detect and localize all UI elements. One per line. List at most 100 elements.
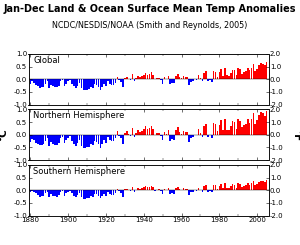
Bar [213, 185, 214, 190]
Bar [54, 79, 56, 87]
Bar [262, 113, 264, 135]
Bar [264, 65, 266, 79]
Bar [241, 74, 243, 79]
Bar [196, 79, 197, 80]
Bar [239, 69, 241, 79]
Bar [94, 135, 95, 141]
Bar [139, 189, 141, 190]
Bar [249, 185, 250, 190]
Text: NCDC/NESDIS/NOAA (Smith and Reynolds, 2005): NCDC/NESDIS/NOAA (Smith and Reynolds, 20… [52, 21, 248, 30]
Bar [148, 128, 150, 135]
Bar [135, 134, 137, 135]
Bar [56, 135, 58, 145]
Bar [167, 130, 169, 135]
Bar [186, 132, 188, 135]
Bar [49, 135, 50, 146]
Bar [92, 190, 94, 197]
Bar [213, 71, 214, 79]
Bar [202, 190, 203, 192]
Bar [254, 185, 256, 190]
Bar [96, 79, 97, 85]
Bar [49, 79, 50, 88]
Bar [58, 135, 59, 143]
Bar [103, 190, 105, 194]
Text: °C: °C [0, 128, 9, 141]
Bar [186, 189, 188, 190]
Bar [209, 190, 211, 191]
Bar [141, 76, 143, 79]
Bar [107, 79, 109, 81]
Bar [109, 135, 111, 140]
Bar [147, 187, 148, 190]
Bar [30, 79, 31, 84]
Bar [181, 134, 182, 135]
Bar [43, 79, 44, 87]
Bar [137, 188, 139, 190]
Bar [224, 183, 226, 190]
Bar [94, 79, 95, 84]
Bar [167, 76, 169, 79]
Bar [33, 79, 35, 83]
Bar [158, 133, 160, 135]
Bar [245, 71, 247, 79]
Bar [139, 77, 141, 79]
Bar [62, 135, 63, 136]
Bar [183, 188, 184, 190]
Bar [234, 185, 235, 190]
Bar [228, 130, 230, 135]
Bar [130, 79, 131, 80]
Bar [52, 190, 54, 196]
Bar [71, 79, 73, 84]
Bar [236, 188, 237, 190]
Bar [143, 129, 145, 135]
Bar [100, 135, 101, 148]
Bar [101, 190, 103, 196]
Bar [166, 134, 167, 135]
Bar [116, 189, 118, 190]
Bar [198, 75, 200, 79]
Bar [147, 129, 148, 135]
Bar [253, 63, 254, 79]
Bar [113, 79, 114, 85]
Bar [226, 188, 228, 190]
Bar [245, 185, 247, 190]
Text: Jan-Dec Land & Ocean Surface Mean Temp Anomalies: Jan-Dec Land & Ocean Surface Mean Temp A… [4, 4, 296, 14]
Bar [239, 121, 241, 135]
Bar [169, 190, 171, 194]
Bar [77, 79, 78, 86]
Bar [226, 75, 228, 79]
Bar [205, 185, 207, 190]
Bar [228, 188, 230, 190]
Bar [100, 79, 101, 90]
Bar [50, 79, 52, 85]
Bar [43, 190, 44, 196]
Bar [90, 79, 92, 86]
Bar [65, 79, 67, 84]
Bar [254, 71, 256, 79]
Bar [46, 79, 48, 82]
Bar [200, 78, 201, 79]
Bar [217, 77, 218, 79]
Bar [120, 190, 122, 193]
Bar [116, 131, 118, 135]
Bar [39, 190, 40, 197]
Bar [75, 79, 76, 88]
Bar [249, 122, 250, 135]
Bar [68, 190, 69, 192]
Bar [92, 79, 94, 88]
Bar [203, 73, 205, 79]
Bar [105, 190, 107, 196]
Bar [202, 135, 203, 137]
Bar [164, 189, 165, 190]
Bar [192, 135, 194, 137]
Bar [192, 190, 194, 192]
Bar [126, 77, 128, 79]
Bar [82, 79, 84, 90]
Bar [32, 135, 33, 139]
Bar [179, 189, 181, 190]
Bar [68, 135, 69, 138]
Bar [177, 187, 178, 190]
Bar [258, 65, 260, 79]
Bar [64, 135, 65, 143]
Bar [113, 190, 114, 195]
